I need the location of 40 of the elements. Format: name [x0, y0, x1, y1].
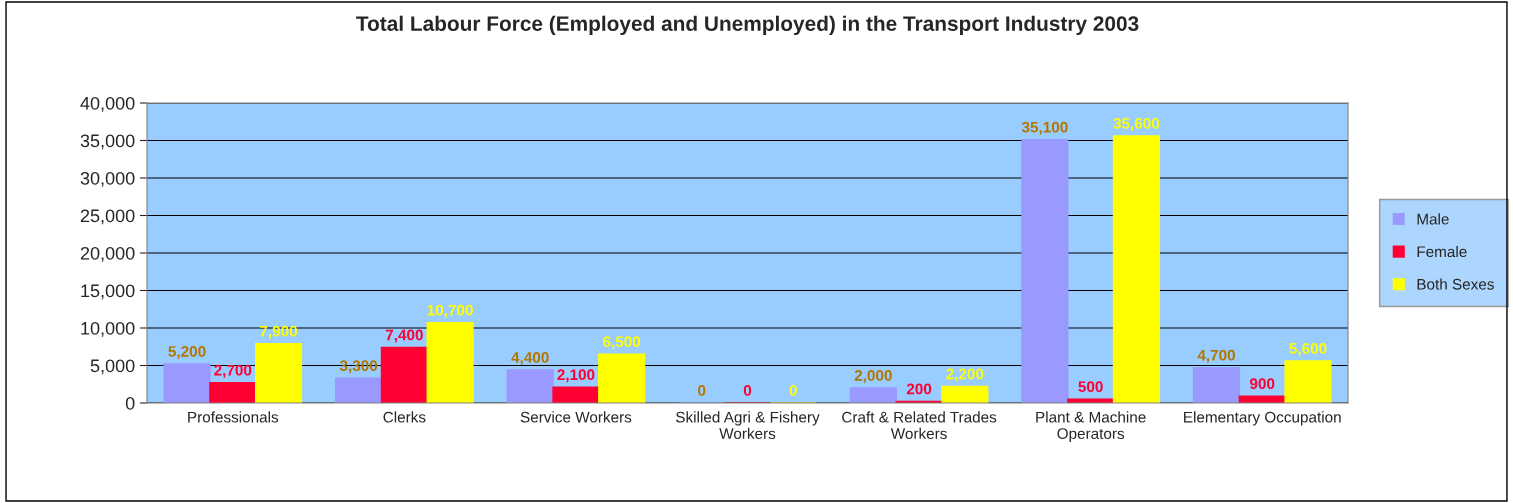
- data-label: 5,200: [168, 345, 206, 360]
- x-tick-label: Craft & Related Trades Workers: [842, 411, 997, 440]
- chart-title: Total Labour Force (Employed and Unemployed) in the Transport Industry 2003: [356, 15, 1139, 36]
- data-label: 500: [1078, 381, 1103, 393]
- x-tick-label: Elementary Occupation: [1184, 411, 1341, 426]
- x-tick-label: Professionals: [188, 411, 279, 423]
- data-label: 7,900: [260, 325, 298, 339]
- data-label: 2,000: [854, 370, 892, 384]
- x-tick-label: Plant & Machine Operators: [1036, 411, 1146, 443]
- data-label: 6,500: [603, 336, 641, 350]
- legend-label: Female: [1417, 245, 1467, 258]
- y-tick-label: 15,000: [81, 284, 135, 300]
- x-tick-label: Skilled Agri & Fishery Workers: [676, 411, 820, 440]
- data-label: 200: [906, 383, 932, 395]
- data-label: 2,200: [946, 368, 984, 382]
- data-label: 5,600: [1289, 342, 1327, 357]
- y-tick-label: 5,000: [90, 359, 135, 375]
- data-label: 2,100: [557, 369, 595, 383]
- data-label: 35,100: [1021, 121, 1068, 135]
- legend-label: Both Sexes: [1417, 278, 1494, 290]
- data-label: 4,400: [511, 351, 549, 366]
- y-tick-label: 30,000: [80, 171, 135, 187]
- data-label: 2,700: [214, 364, 252, 378]
- y-tick-label: 10,000: [81, 321, 135, 337]
- y-tick-label: 0: [125, 396, 135, 410]
- data-label: 0: [698, 385, 706, 396]
- data-label: 7,400: [385, 329, 423, 343]
- x-tick-label: Clerks: [383, 411, 426, 423]
- data-label: 0: [789, 385, 797, 396]
- y-tick-label: 35,000: [80, 134, 135, 150]
- data-label: 900: [1250, 378, 1275, 390]
- y-tick-label: 25,000: [80, 209, 135, 225]
- data-label: 4,700: [1197, 349, 1235, 363]
- data-label: 0: [743, 385, 752, 396]
- data-label: 35,600: [1113, 118, 1160, 132]
- data-label: 10,700: [427, 304, 473, 318]
- y-tick-label: 40,000: [80, 96, 135, 112]
- x-tick-label: Service Workers: [520, 411, 632, 423]
- y-tick-label: 20,000: [80, 246, 135, 262]
- legend-label: Male: [1417, 213, 1449, 225]
